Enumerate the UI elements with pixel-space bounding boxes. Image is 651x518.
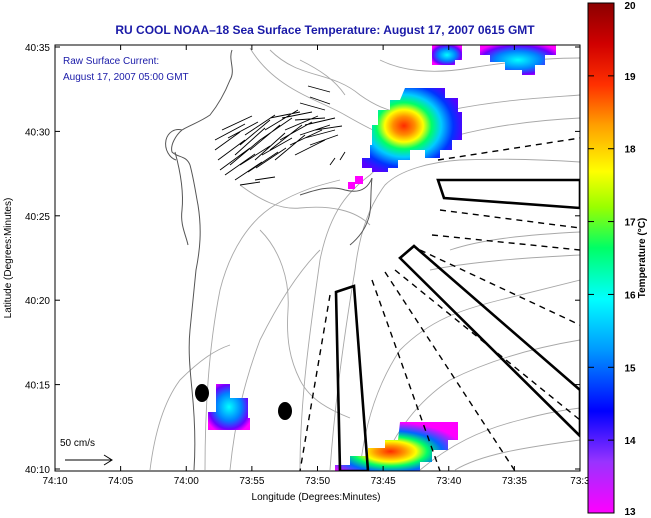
marker-ellipse <box>278 402 292 420</box>
plot-area <box>55 45 580 471</box>
y-tick-label: 40:25 <box>25 212 50 223</box>
chart-title: RU COOL NOAA–18 Sea Surface Temperature:… <box>115 23 535 37</box>
x-axis-label: Longitude (Degrees:Minutes) <box>252 492 381 503</box>
colorbar-tick-label: 20 <box>624 1 636 12</box>
x-tick-label: 74:00 <box>174 476 199 487</box>
colorbar-tick-label: 15 <box>624 363 636 374</box>
x-tick-label: 73:45 <box>371 476 396 487</box>
scale-label: 50 cm/s <box>60 438 95 449</box>
colorbar-ticks: 20 19 18 17 16 15 14 13 <box>588 1 636 518</box>
current-vector-field <box>214 109 343 181</box>
colorbar-tick-label: 17 <box>624 218 636 229</box>
sst-patches <box>208 45 556 471</box>
x-tick-label: 74:05 <box>108 476 133 487</box>
x-tick-label: 73:50 <box>305 476 330 487</box>
sst-patch-left <box>208 384 250 430</box>
colorbar-tick-label: 19 <box>624 72 636 83</box>
x-tick-label: 73:35 <box>502 476 527 487</box>
x-tick-label: 74:10 <box>42 476 67 487</box>
current-note-line2: August 17, 2007 05:00 GMT <box>63 72 189 83</box>
marker-ellipse <box>195 384 209 402</box>
current-vectors <box>239 85 346 186</box>
y-tick-label: 40:35 <box>25 43 50 54</box>
colorbar-tick-label: 18 <box>624 145 636 156</box>
colorbar-tick-label: 13 <box>624 507 636 518</box>
y-axis-ticks: 40:35 40:30 40:25 40:20 40:15 40:10 <box>25 43 580 476</box>
colorbar-label: Temperature (°C) <box>637 218 648 299</box>
colorbar-tick-label: 16 <box>624 290 636 301</box>
x-tick-label: 73:40 <box>436 476 461 487</box>
x-tick-label: 73:55 <box>239 476 264 487</box>
x-axis-ticks: 74:10 74:05 74:00 73:55 73:50 73:45 73:40 73:35… <box>42 45 590 487</box>
y-tick-label: 40:10 <box>25 465 50 476</box>
sst-patch-main <box>362 88 462 172</box>
radial-dashed-lines <box>299 137 580 471</box>
y-tick-label: 40:30 <box>25 127 50 138</box>
bathymetry-contours <box>149 47 580 471</box>
scale-arrow <box>65 454 113 466</box>
x-tick-label: 73:3 <box>570 476 590 487</box>
current-note-line1: Raw Surface Current: <box>63 56 159 67</box>
y-axis-label: Latitude (Degrees:Minutes) <box>3 198 14 319</box>
wind-lease-polygons <box>334 178 580 471</box>
y-tick-label: 40:20 <box>25 296 50 307</box>
sst-patch-bottom <box>335 422 458 471</box>
colorbar <box>587 2 615 514</box>
colorbar-tick-label: 14 <box>624 436 636 447</box>
sst-patch-top-center <box>432 45 462 65</box>
y-tick-label: 40:15 <box>25 381 50 392</box>
sst-patch-top-right <box>480 45 556 75</box>
coastline <box>165 49 373 471</box>
